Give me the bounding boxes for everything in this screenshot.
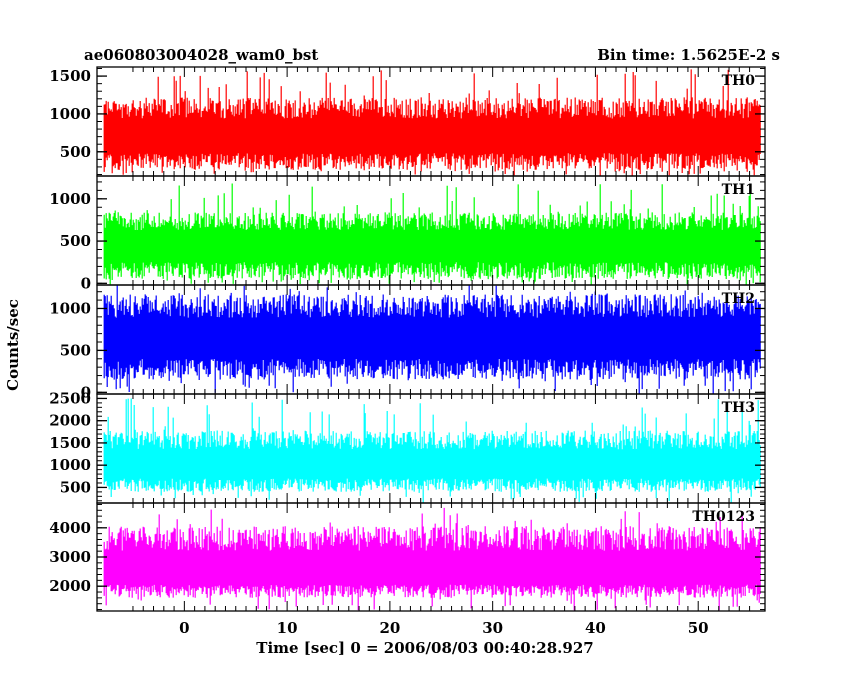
x-axis-label: Time [sec] 0 = 2006/08/03 00:40:28.927 [256, 639, 593, 657]
panel-th2: 0 500 1000 TH2 [49, 284, 766, 401]
x-tick-label: 10 [277, 619, 298, 637]
panel-label-th1: TH1 [722, 182, 755, 198]
panel-th1: 0 500 1000 TH1 [49, 175, 766, 292]
bin-time-label: Bin time: 1.5625E-2 s [597, 46, 780, 64]
panel-label-th3: TH3 [722, 400, 755, 416]
series-th1 [103, 183, 761, 285]
y-tick-label: 3000 [49, 548, 91, 566]
series-th0123 [103, 507, 761, 611]
y-tick-label: 2000 [49, 577, 91, 595]
y-tick-label: 0 [81, 274, 91, 292]
x-axis: 0 10 20 30 40 50 [179, 619, 709, 637]
figure-title: ae060803004028_wam0_bst [84, 46, 318, 64]
panel-label-th0123: TH0123 [692, 509, 755, 525]
y-tick-label: 500 [60, 232, 91, 250]
y-tick-label: 1000 [49, 105, 91, 123]
y-tick-label: 1000 [49, 456, 91, 474]
y-tick-label: 1500 [49, 434, 91, 452]
y-tick-label: 2500 [49, 389, 91, 407]
panel-th0123: 2000 3000 4000 TH0123 [49, 502, 766, 612]
x-tick-label: 30 [482, 619, 503, 637]
series-th0 [103, 69, 761, 176]
panel-th3: 500 1000 1500 2000 2500 TH3 [49, 389, 766, 504]
y-tick-label: 4000 [49, 519, 91, 537]
y-tick-label: 1000 [49, 299, 91, 317]
y-tick-label: 500 [60, 143, 91, 161]
y-tick-label: 1000 [49, 190, 91, 208]
panel-th0: 500 1000 1500 TH0 [49, 66, 766, 177]
x-tick-label: 50 [688, 619, 709, 637]
y-axis-label: Counts/sec [4, 299, 22, 391]
panel-label-th0: TH0 [722, 73, 756, 89]
y-tick-label: 1500 [49, 67, 91, 85]
panel-label-th2: TH2 [722, 291, 755, 307]
y-tick-label: 500 [60, 478, 91, 496]
series-th3 [103, 398, 761, 503]
y-tick-label: 0 [81, 383, 91, 401]
series-th2 [103, 285, 761, 394]
y-tick-label: 500 [60, 341, 91, 359]
x-tick-label: 40 [585, 619, 606, 637]
x-tick-label: 0 [179, 619, 189, 637]
x-tick-label: 20 [379, 619, 400, 637]
y-tick-label: 2000 [49, 412, 91, 430]
panel-stack: 500 1000 1500 TH0 0 500 1000 TH1 0 500 1000 TH2 500 1… [49, 66, 766, 612]
